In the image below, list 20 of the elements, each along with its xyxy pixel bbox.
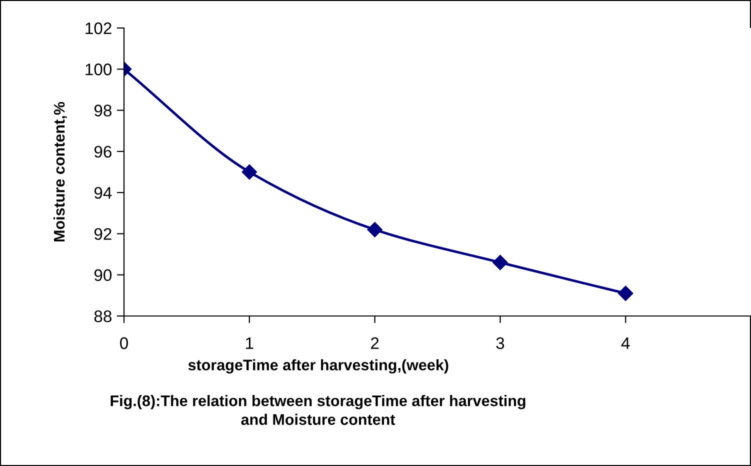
y-tick-label: 100 <box>86 64 112 76</box>
point <box>367 222 382 238</box>
y-tick-label: 90 <box>94 269 112 282</box>
y-tick-label: 102 <box>86 22 112 34</box>
y-tick-label: 96 <box>94 146 112 158</box>
y-tick-label: 88 <box>94 310 112 322</box>
y-tick-label: 92 <box>94 228 112 240</box>
x-tick-label: 2 <box>371 337 379 349</box>
x-tick-label: 0 <box>120 337 128 350</box>
x-tick-label: 4 <box>621 337 630 349</box>
text: Fig.(8):The relation between storageTime after harvesting and Moisture content <box>110 395 526 425</box>
x-axis-title: storageTime after harvesting,(week) <box>188 359 448 374</box>
y-axis-title: Moisture content,% <box>53 102 67 242</box>
x-tick-label: 3 <box>496 337 504 350</box>
y-tick-label: 94 <box>94 186 112 199</box>
x-tick-label: 1 <box>246 337 254 349</box>
y-tick-label: 98 <box>94 104 112 116</box>
point <box>242 164 257 180</box>
point <box>618 286 634 301</box>
point <box>492 254 508 270</box>
